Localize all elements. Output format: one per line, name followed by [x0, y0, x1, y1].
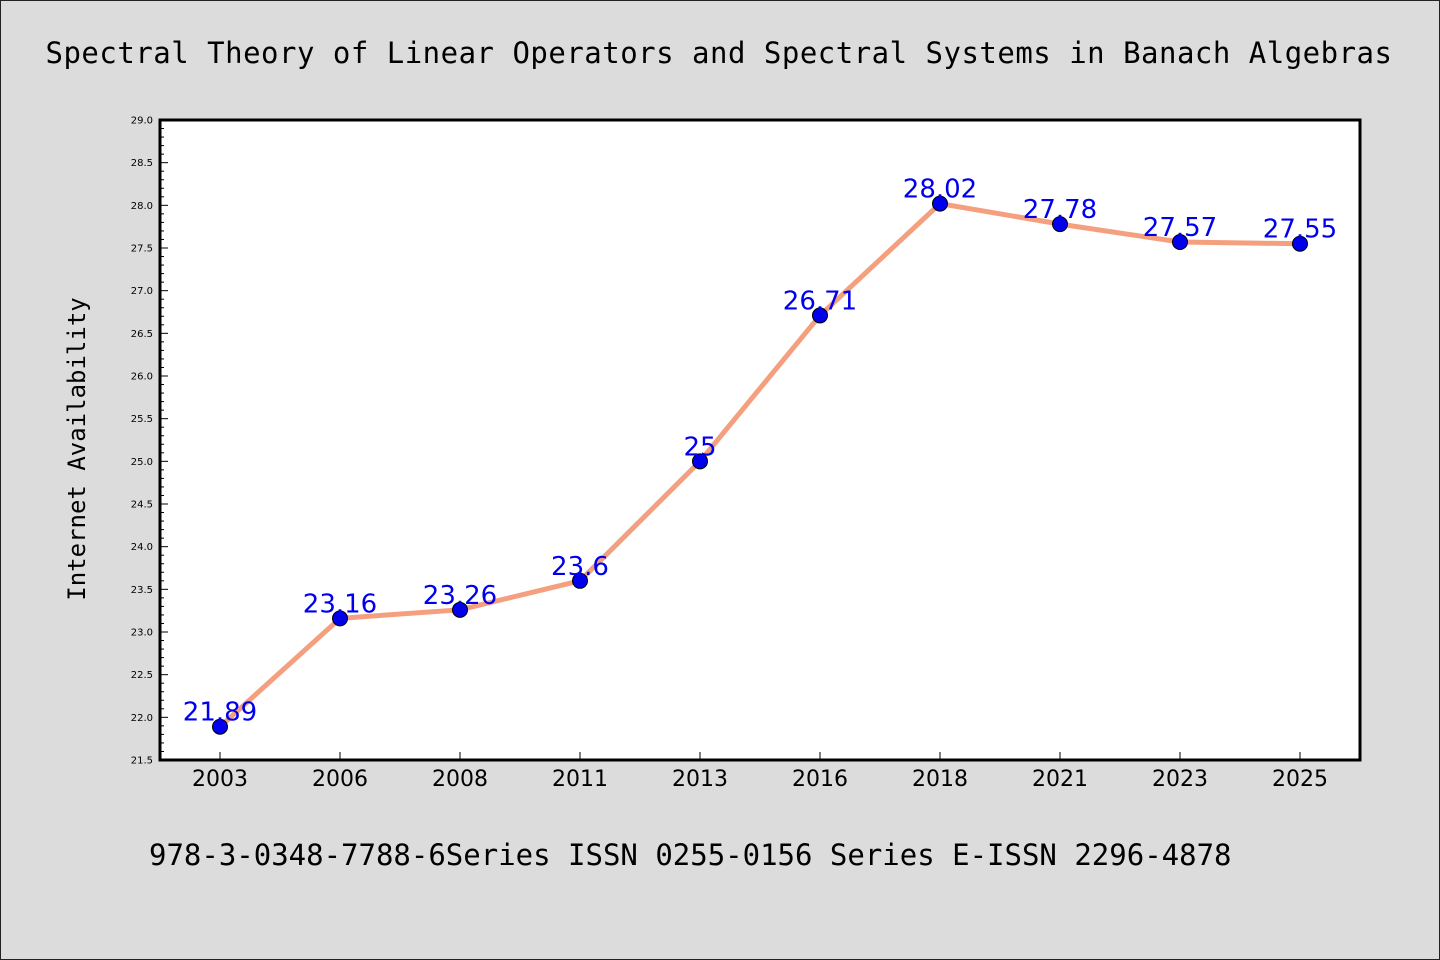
data-point — [1292, 235, 1308, 252]
y-tick-label: 25.5 — [131, 414, 153, 425]
y-axis: 21.5 22.0 22.5 23.0 23.5 24.0 24.5 25.0 25.5 26.0… — [131, 116, 168, 767]
y-tick-label: 22.0 — [131, 713, 153, 724]
data-point — [1172, 234, 1188, 251]
y-tick-label: 27.5 — [131, 244, 153, 255]
data-point — [812, 307, 828, 324]
x-tick-label: 2013 — [672, 767, 728, 792]
data-point — [452, 601, 468, 618]
series-layer: 21.89 23.16 23.26 23.6 25 26.71 28.02 27.78 27.5… — [183, 175, 1337, 735]
x-tick-label: 2016 — [792, 767, 848, 792]
data-point — [692, 453, 708, 470]
series-line — [217, 201, 1303, 730]
x-tick-label: 2018 — [912, 767, 968, 792]
data-label: 27.78 — [1023, 195, 1097, 225]
y-tick-label: 26.0 — [131, 372, 153, 383]
x-tick-label: 2021 — [1032, 767, 1088, 792]
y-tick-label: 28.5 — [131, 158, 153, 169]
y-axis-label: Internet Availability — [63, 297, 91, 600]
x-tick-label: 2023 — [1152, 767, 1208, 792]
data-label: 27.55 — [1263, 215, 1337, 245]
data-label: 23.26 — [423, 581, 497, 611]
y-tick-label: 24.0 — [131, 542, 153, 553]
y-tick-label: 24.5 — [131, 500, 153, 511]
x-tick-label: 2025 — [1272, 767, 1328, 792]
x-tick-label: 2011 — [552, 767, 608, 792]
data-label: 25 — [683, 432, 716, 462]
y-tick-label: 23.0 — [131, 628, 153, 639]
x-tick-label: 2003 — [192, 767, 248, 792]
x-tick-label: 2008 — [432, 767, 488, 792]
data-label: 26.71 — [783, 286, 857, 316]
data-label: 23.16 — [303, 589, 377, 619]
data-label: 28.02 — [903, 175, 977, 205]
data-label: 27.57 — [1143, 213, 1217, 243]
x-tick-label: 2006 — [312, 767, 368, 792]
data-point — [332, 610, 348, 627]
y-tick-label: 27.0 — [131, 286, 153, 297]
data-label: 21.89 — [183, 698, 257, 728]
x-axis: 2003 2006 2008 2011 2013 2016 2018 2021 2023 2025 — [192, 752, 1328, 792]
data-label: 23.6 — [551, 552, 609, 582]
y-tick-label: 21.5 — [131, 756, 153, 767]
data-point — [572, 572, 588, 589]
y-tick-label: 22.5 — [131, 670, 153, 681]
plot-area — [158, 118, 1362, 762]
y-tick-label: 29.0 — [131, 116, 153, 127]
chart-title: Spectral Theory of Linear Operators and … — [46, 36, 1393, 70]
footer-isbn-issn: 978-3-0348-7788-6Series ISSN 0255-0156 S… — [149, 838, 1232, 872]
data-point — [932, 195, 948, 212]
data-point — [212, 718, 228, 735]
y-tick-label: 26.5 — [131, 329, 153, 340]
y-tick-label: 25.0 — [131, 457, 153, 468]
y-tick-label: 28.0 — [131, 201, 153, 212]
y-tick-label: 23.5 — [131, 585, 153, 596]
data-point — [1052, 216, 1068, 233]
